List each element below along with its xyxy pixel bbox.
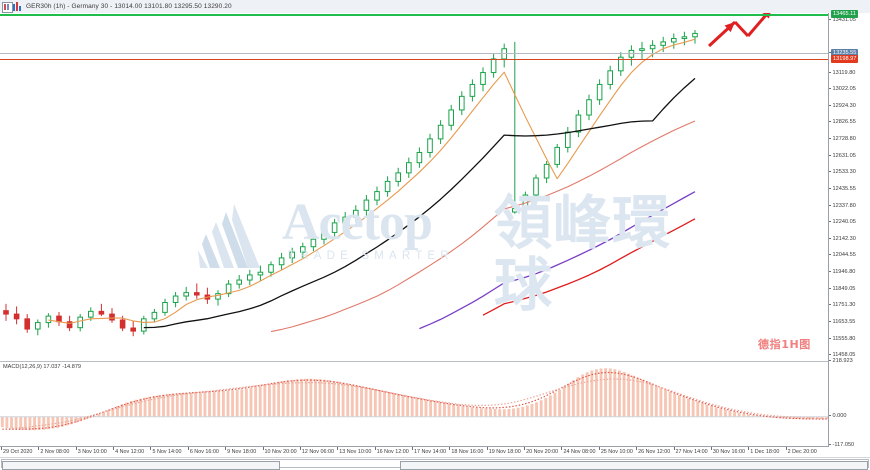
- scrollbar-trough[interactable]: [1, 459, 869, 470]
- moving-average-line: [270, 120, 696, 333]
- macd-plot-area[interactable]: [0, 362, 829, 447]
- candlestick-icon[interactable]: [13, 2, 22, 11]
- reference-line-green[interactable]: [0, 13, 829, 16]
- macd-tick: 0.000: [829, 413, 847, 419]
- price-tick: 12728.80: [829, 136, 856, 142]
- time-axis-label: 13 Nov 10:00: [337, 447, 372, 455]
- price-axis-rail: [828, 13, 829, 446]
- price-series-svg: [3, 13, 772, 337]
- time-axis-label: 12 Nov 06:00: [299, 447, 334, 455]
- arrow-connector: [733, 20, 750, 38]
- price-tick: 11458.05: [829, 352, 855, 358]
- price-tick: 11946.80: [829, 269, 855, 275]
- reference-line-grey[interactable]: [0, 52, 829, 54]
- time-axis-label: 6 Nov 16:00: [187, 447, 219, 455]
- time-axis-label: 3 Nov 10:00: [75, 447, 107, 455]
- time-axis-label: 27 Nov 14:00: [673, 447, 708, 455]
- time-axis-label: 16 Nov 12:00: [374, 447, 409, 455]
- price-tick: 12826.55: [829, 119, 856, 125]
- price-marker-blue[interactable]: 13235.55: [831, 48, 859, 57]
- price-tick: 12533.30: [829, 169, 856, 175]
- price-marker-green[interactable]: 13465.11: [831, 9, 858, 18]
- price-tick: 12142.30: [829, 236, 856, 242]
- time-axis-label: 19 Nov 18:00: [486, 447, 521, 455]
- up-trend-arrow[interactable]: [746, 13, 772, 37]
- chart-toolbar: GER30h (1h) - Germany 30 - 13014.00 1310…: [0, 0, 870, 14]
- moving-average-line: [419, 191, 696, 330]
- time-axis-label: 1 Dec 18:00: [748, 447, 780, 455]
- price-tick: 11653.55: [829, 319, 855, 325]
- time-axis-label: 2 Dec 20:00: [785, 447, 817, 455]
- macd-tick: 218.923: [829, 358, 853, 364]
- chart-annotation-text: 德指1H图: [758, 338, 811, 351]
- time-axis-label: 20 Nov 20:00: [524, 447, 559, 455]
- time-axis-label: 5 Nov 14:00: [150, 447, 182, 455]
- time-axis-label: 17 Nov 14:00: [412, 447, 447, 455]
- price-axis[interactable]: 13431.05 13235.55 13119.80 13022.05 12924.30…: [829, 9, 870, 360]
- moving-average-line: [48, 38, 696, 324]
- price-plot-area[interactable]: [0, 13, 829, 360]
- macd-legend: MACD(12,26,9) 17.037 -14.879: [3, 364, 82, 370]
- macd-pane[interactable]: MACD(12,26,9) 17.037 -14.879: [0, 361, 829, 447]
- price-tick: 11849.05: [829, 286, 855, 292]
- time-axis-label: 10 Nov 20:00: [262, 447, 297, 455]
- macd-line: [2, 371, 827, 430]
- price-tick: 12337.80: [829, 203, 856, 209]
- price-tick: 12435.55: [829, 186, 856, 192]
- price-tick: 12924.30: [829, 103, 856, 109]
- price-tick: 12631.05: [829, 153, 856, 159]
- time-axis-label: 2 Nov 08:00: [38, 447, 70, 455]
- price-marker-red[interactable]: 13198.97: [831, 55, 859, 64]
- price-tick: 12044.55: [829, 252, 856, 258]
- time-axis-label: 24 Nov 08:00: [561, 447, 596, 455]
- time-axis-label: 18 Nov 16:00: [449, 447, 484, 455]
- grid-icon[interactable]: [2, 2, 13, 13]
- time-axis-label: 29 Oct 2020: [1, 447, 33, 455]
- price-tick: 11751.30: [829, 302, 855, 308]
- time-axis-label: 9 Nov 18:00: [225, 447, 257, 455]
- symbol-quote-text: GER30h (1h) - Germany 30 - 13014.00 1310…: [26, 3, 232, 10]
- price-tick: 12240.05: [829, 219, 856, 225]
- macd-series-svg: [0, 368, 829, 431]
- time-axis-label: 30 Nov 16:00: [710, 447, 745, 455]
- price-tick: 11555.80: [829, 336, 855, 342]
- up-trend-arrow[interactable]: [707, 20, 737, 48]
- price-tick: 13119.80: [829, 70, 855, 76]
- time-axis-label: 26 Nov 12:00: [636, 447, 671, 455]
- moving-average-line: [482, 218, 696, 316]
- time-axis[interactable]: 29 Oct 2020 2 Nov 08:00 3 Nov 10:00 4 Nov 1…: [0, 446, 829, 457]
- time-axis-label: 4 Nov 12:00: [113, 447, 145, 455]
- price-tick: 13431.05: [829, 17, 856, 23]
- price-chart-pane[interactable]: [0, 13, 829, 360]
- macd-axis[interactable]: 218.923 0.000 -117.050: [829, 358, 870, 448]
- price-tick: 13022.05: [829, 86, 856, 92]
- macd-tick: -117.050: [829, 442, 854, 448]
- time-axis-label: 25 Nov 10:00: [598, 447, 633, 455]
- reference-line-red[interactable]: [0, 59, 829, 61]
- moving-average-line: [143, 77, 696, 329]
